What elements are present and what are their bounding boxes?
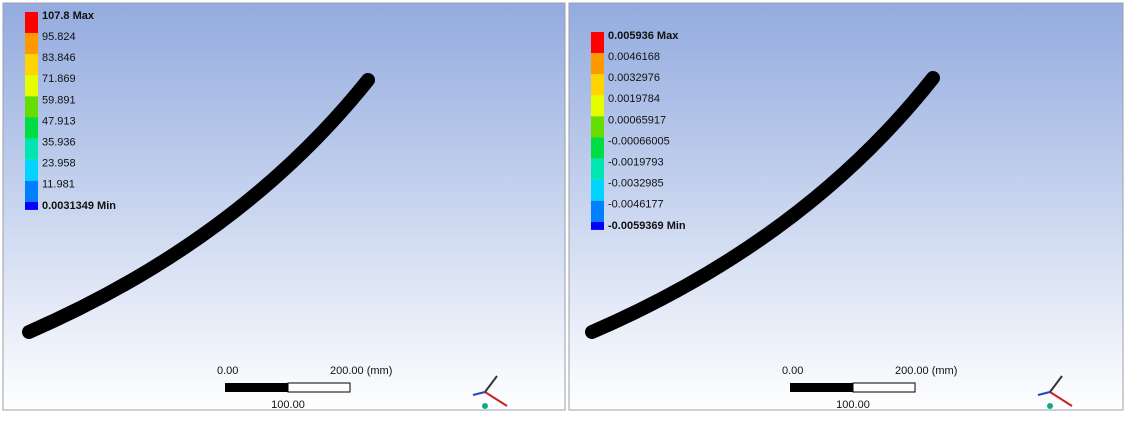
scale-black bbox=[790, 383, 853, 392]
legend-label: 35.936 bbox=[42, 137, 76, 149]
legend-band bbox=[591, 138, 604, 159]
page: 107.8 Max 95.824 83.846 71.869 59.891 47.913 3… bbox=[0, 0, 1126, 430]
legend-label: -0.00066005 bbox=[608, 135, 670, 147]
legend-label: 95.824 bbox=[42, 31, 76, 43]
legend-label: 107.8 Max bbox=[42, 10, 95, 22]
legend-band bbox=[25, 118, 38, 139]
legend-label: 0.0032976 bbox=[608, 72, 660, 84]
scale-mid: 100.00 bbox=[271, 399, 305, 411]
legend-band bbox=[25, 139, 38, 160]
triad-origin bbox=[1047, 403, 1053, 409]
legend-band bbox=[591, 159, 604, 180]
scale-end: 200.00 (mm) bbox=[330, 365, 392, 377]
legend-band bbox=[591, 74, 604, 95]
scale-white bbox=[853, 383, 915, 392]
legend-band bbox=[25, 12, 38, 33]
scale-start: 0.00 bbox=[782, 365, 803, 377]
legend-band bbox=[591, 180, 604, 201]
legend-band bbox=[591, 116, 604, 137]
legend-label: 59.891 bbox=[42, 94, 76, 106]
legend-label: -0.0059369 Min bbox=[608, 220, 686, 232]
legend-band bbox=[591, 53, 604, 74]
legend-label: -0.0032985 bbox=[608, 178, 664, 190]
legend-band bbox=[25, 160, 38, 181]
legend-label: 47.913 bbox=[42, 115, 76, 127]
triad-origin bbox=[482, 403, 488, 409]
legend-label: 11.981 bbox=[42, 179, 75, 191]
legend-band bbox=[591, 222, 604, 230]
legend-label: 0.0031349 Min bbox=[42, 200, 116, 212]
scale-mid: 100.00 bbox=[836, 399, 870, 411]
legend-band bbox=[591, 95, 604, 116]
legend-label: 0.005936 Max bbox=[608, 30, 679, 42]
legend-label: 71.869 bbox=[42, 73, 76, 85]
scale-start: 0.00 bbox=[217, 365, 238, 377]
scale-white bbox=[288, 383, 350, 392]
legend-band bbox=[25, 202, 38, 210]
legend-label: 0.0019784 bbox=[608, 93, 660, 105]
legend-band bbox=[25, 33, 38, 54]
legend-label: 83.846 bbox=[42, 52, 76, 64]
scale-black bbox=[225, 383, 288, 392]
legend-label: 23.958 bbox=[42, 158, 76, 170]
scale-end: 200.00 (mm) bbox=[895, 365, 957, 377]
legend-label: -0.0019793 bbox=[608, 157, 664, 169]
legend-band bbox=[25, 75, 38, 96]
legend-band bbox=[25, 96, 38, 117]
legend-band bbox=[591, 201, 604, 222]
legend-label: -0.0046177 bbox=[608, 199, 664, 211]
viewer: 107.8 Max 95.824 83.846 71.869 59.891 47.913 3… bbox=[0, 0, 1126, 430]
legend-label: 0.0046168 bbox=[608, 51, 660, 63]
legend-band bbox=[25, 181, 38, 202]
legend-band bbox=[25, 54, 38, 75]
legend-band bbox=[591, 32, 604, 53]
legend-label: 0.00065917 bbox=[608, 114, 666, 126]
